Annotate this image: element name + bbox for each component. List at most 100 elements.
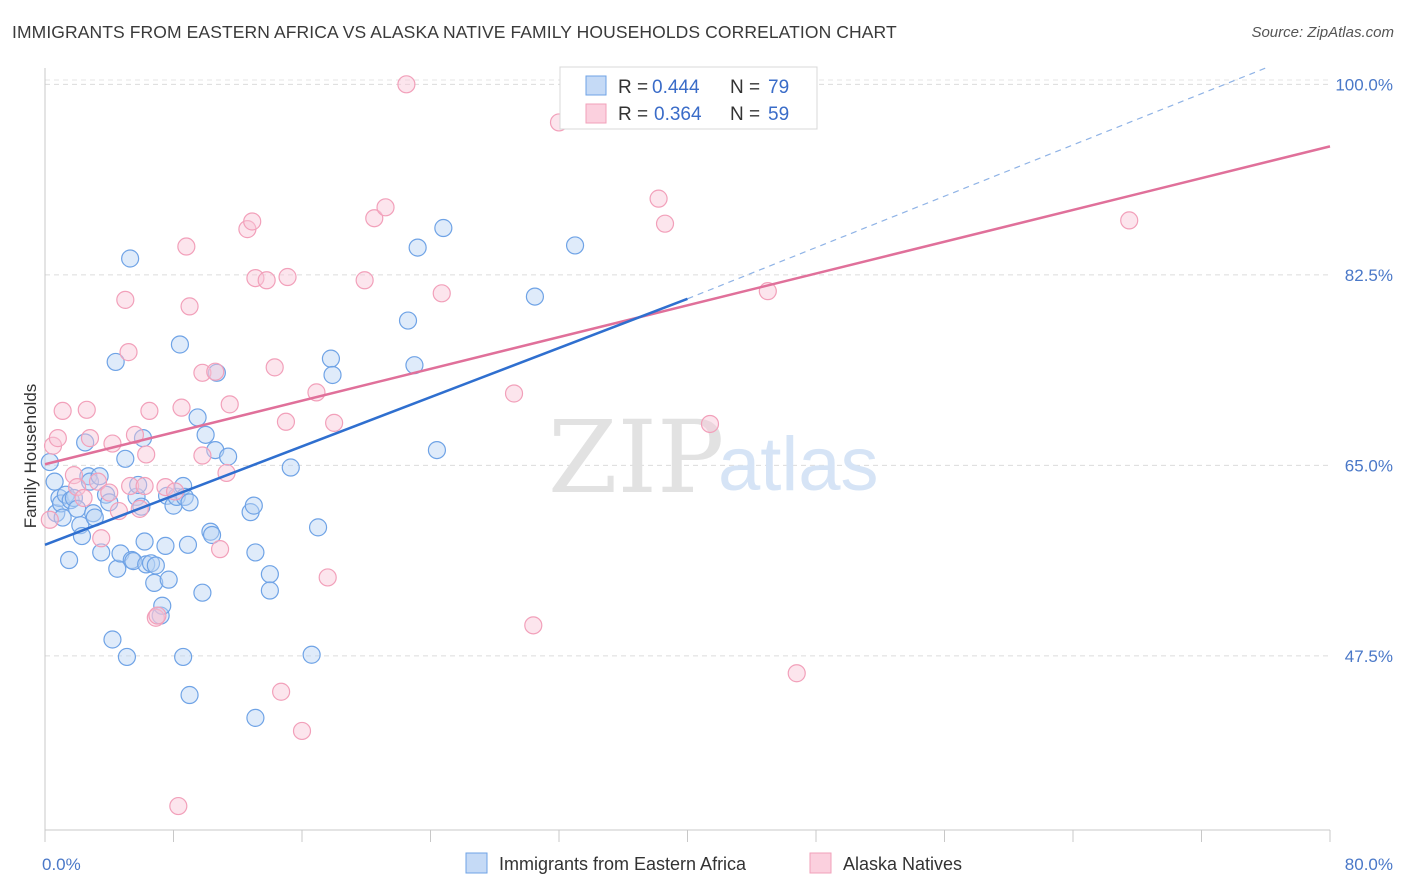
alaska-natives-point-48 bbox=[355, 271, 374, 290]
eastern-africa-point-51 bbox=[178, 535, 198, 554]
eastern-africa-point-35 bbox=[135, 532, 154, 551]
eastern-africa-point-23 bbox=[106, 352, 125, 372]
eastern-africa-point-56 bbox=[196, 425, 215, 444]
series-alaska-natives-points bbox=[40, 75, 1139, 816]
alaska-natives-point-30 bbox=[193, 363, 212, 382]
alaska-natives-point-26 bbox=[169, 796, 188, 816]
eastern-africa-point-24 bbox=[108, 559, 127, 578]
eastern-africa-point-79 bbox=[565, 236, 585, 255]
eastern-africa-point-9 bbox=[64, 488, 84, 508]
alaska-natives-point-20 bbox=[137, 445, 156, 464]
alaska-natives-point-39 bbox=[257, 271, 276, 290]
alaska-natives-point-4 bbox=[64, 466, 84, 485]
eastern-africa-point-72 bbox=[323, 365, 342, 385]
y-tick-labels: 47.5% 65.0% 82.5% 100.0% bbox=[1335, 75, 1393, 665]
eastern-africa-point-67 bbox=[260, 581, 279, 600]
eastern-africa-point-52 bbox=[180, 493, 199, 512]
eastern-africa-point-76 bbox=[427, 440, 447, 460]
eastern-africa-point-44 bbox=[159, 570, 178, 589]
eastern-africa-point-75 bbox=[408, 238, 427, 257]
alaska-natives-point-27 bbox=[172, 398, 191, 417]
eastern-africa-point-71 bbox=[321, 349, 341, 368]
alaska-natives-point-14 bbox=[116, 290, 135, 309]
eastern-africa-point-39 bbox=[146, 556, 165, 575]
eastern-africa-point-73 bbox=[398, 311, 418, 330]
bottom-legend-label-pink: Alaska Natives bbox=[843, 854, 962, 874]
legend-n-value-1: 79 bbox=[768, 77, 789, 98]
alaska-natives-point-54 bbox=[524, 616, 543, 635]
alaska-natives-point-11 bbox=[100, 483, 119, 502]
alaska-natives-point-23 bbox=[148, 606, 167, 625]
alaska-natives-point-56 bbox=[649, 189, 668, 208]
eastern-africa-point-55 bbox=[193, 583, 212, 602]
eastern-africa-point-58 bbox=[202, 525, 222, 545]
eastern-africa-point-18 bbox=[92, 543, 111, 562]
eastern-africa-point-54 bbox=[188, 408, 207, 427]
watermark: ZIP atlas bbox=[548, 399, 879, 516]
alaska-natives-point-37 bbox=[243, 212, 262, 231]
bottom-legend: Immigrants from Eastern Africa Alaska Na… bbox=[465, 852, 962, 874]
alaska-natives-point-32 bbox=[206, 362, 225, 381]
alaska-natives-point-5 bbox=[68, 478, 87, 497]
eastern-africa-point-7 bbox=[59, 550, 79, 570]
watermark-zip: ZIP bbox=[548, 399, 724, 516]
alaska-natives-point-21 bbox=[140, 401, 159, 420]
legend-r-value-2: 0.364 bbox=[654, 104, 702, 125]
legend-r-label-2: R = bbox=[618, 104, 648, 125]
trend-line-eastern-africa-extension bbox=[687, 67, 1266, 300]
eastern-africa-point-29 bbox=[121, 249, 140, 268]
eastern-africa-point-53 bbox=[180, 685, 199, 705]
trend-line-alaska-natives bbox=[44, 145, 1331, 466]
eastern-africa-point-65 bbox=[246, 708, 265, 727]
alaska-natives-point-28 bbox=[177, 237, 196, 256]
y-tick-label-1: 65.0% bbox=[1345, 456, 1393, 475]
alaska-natives-point-15 bbox=[119, 343, 138, 362]
y-axis-label: Family Households bbox=[21, 384, 40, 529]
alaska-natives-point-35 bbox=[220, 395, 239, 414]
alaska-natives-point-9 bbox=[88, 472, 108, 491]
legend-r-label-1: R = bbox=[618, 77, 648, 98]
eastern-africa-point-61 bbox=[219, 447, 238, 466]
eastern-africa-point-63 bbox=[244, 496, 263, 515]
x-tick-label-0: 0.0% bbox=[42, 855, 81, 874]
x-tick-labels: 0.0% 80.0% bbox=[42, 855, 1393, 874]
x-tick-label-1: 80.0% bbox=[1345, 855, 1393, 874]
chart-title: IMMIGRANTS FROM EASTERN AFRICA VS ALASKA… bbox=[12, 22, 897, 42]
alaska-natives-point-3 bbox=[53, 401, 72, 420]
alaska-natives-point-49 bbox=[365, 209, 384, 228]
alaska-natives-point-38 bbox=[246, 268, 265, 288]
eastern-africa-point-26 bbox=[116, 449, 135, 468]
alaska-natives-point-8 bbox=[80, 429, 100, 448]
bottom-legend-swatch-pink bbox=[809, 852, 832, 874]
alaska-natives-point-0 bbox=[40, 510, 59, 529]
alaska-natives-point-50 bbox=[376, 198, 395, 217]
alaska-natives-point-33 bbox=[210, 540, 230, 559]
alaska-natives-point-41 bbox=[272, 682, 291, 701]
alaska-natives-point-40 bbox=[265, 358, 284, 377]
eastern-africa-point-47 bbox=[170, 335, 190, 354]
alaska-natives-point-17 bbox=[125, 425, 145, 444]
eastern-africa-point-1 bbox=[45, 472, 64, 491]
alaska-natives-point-61 bbox=[787, 664, 806, 683]
y-tick-label-2: 82.5% bbox=[1345, 266, 1393, 285]
alaska-natives-point-42 bbox=[276, 412, 296, 431]
alaska-natives-point-24 bbox=[156, 478, 175, 497]
alaska-natives-point-47 bbox=[325, 413, 344, 432]
legend-r-value-1: 0.444 bbox=[652, 77, 700, 98]
legend-swatch-pink bbox=[585, 103, 607, 124]
alaska-natives-point-16 bbox=[121, 476, 140, 496]
eastern-africa-point-77 bbox=[434, 218, 453, 238]
grid-lines bbox=[45, 79, 1330, 657]
alaska-natives-point-29 bbox=[180, 297, 199, 316]
eastern-africa-point-22 bbox=[103, 630, 122, 649]
y-tick-label-3: 100.0% bbox=[1335, 75, 1393, 94]
top-legend: R = 0.444 N = 79 R = 0.364 N = 59 bbox=[559, 66, 818, 130]
alaska-natives-point-19 bbox=[135, 476, 154, 496]
eastern-africa-point-49 bbox=[174, 647, 193, 667]
alaska-natives-point-46 bbox=[318, 568, 337, 587]
eastern-africa-point-69 bbox=[302, 645, 321, 664]
bottom-legend-swatch-blue bbox=[465, 852, 488, 874]
legend-n-label-2: N = bbox=[730, 104, 760, 125]
eastern-africa-point-66 bbox=[260, 565, 279, 584]
